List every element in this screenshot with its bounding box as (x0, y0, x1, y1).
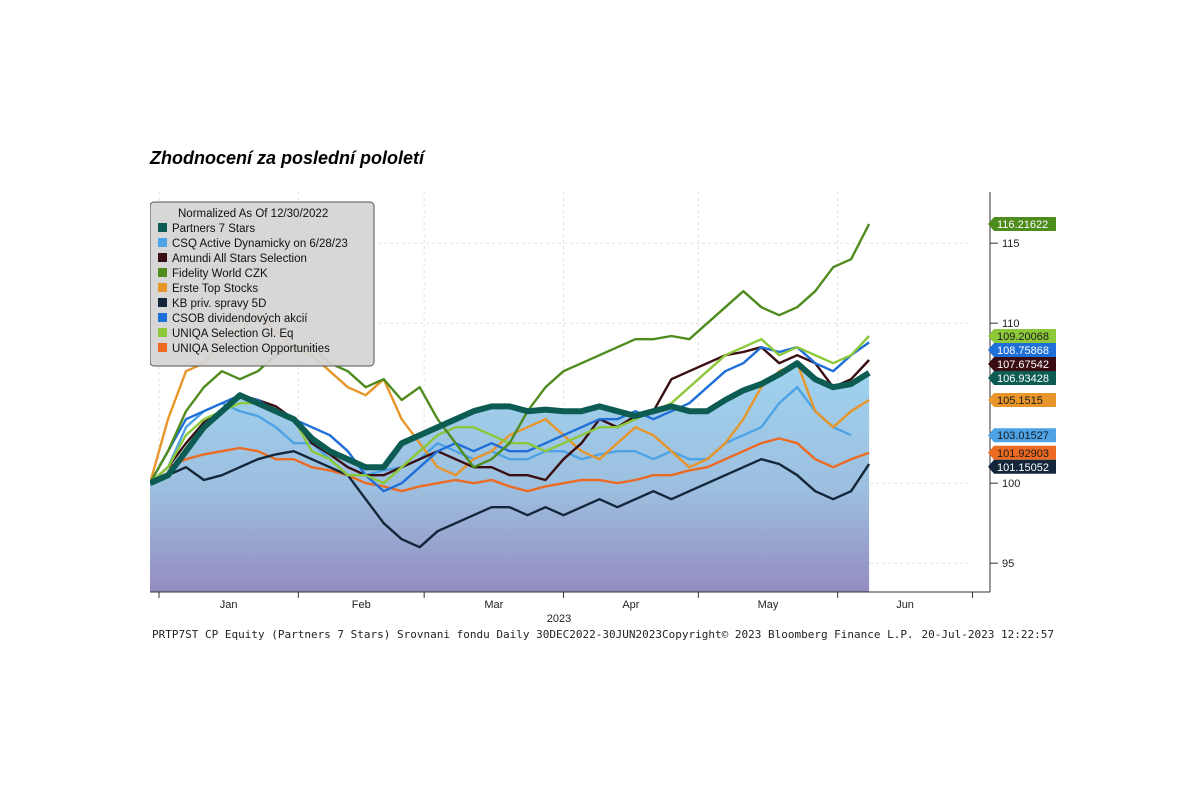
legend-entry: UNIQA Selection Opportunities (172, 343, 330, 355)
legend: Normalized As Of 12/30/2022 Partners 7 St… (150, 201, 375, 367)
footer-copyright: Copyright© 2023 Bloomberg Finance L.P. (662, 628, 914, 641)
end-value-labels: 116.21622 109.20068 108.75868 107.67542 106.… (988, 217, 1056, 474)
end-label-tag (988, 393, 1056, 407)
legend-swatch (158, 343, 167, 352)
legend-swatch (158, 313, 167, 322)
legend-entry: KB priv. spravy 5D (172, 298, 266, 310)
y-tick-label: 100 (1002, 478, 1020, 490)
end-label-value: 101.15052 (997, 462, 1049, 474)
legend-entry: UNIQA Selection Gl. Eq (172, 328, 293, 340)
y-tick-label: 110 (1002, 318, 1020, 330)
series-line-partners (150, 360, 871, 486)
x-tick-label: Apr (622, 599, 639, 611)
legend-entry: Erste Top Stocks (172, 283, 258, 295)
x-tick-label: Jan (220, 599, 238, 611)
page-caption: Zhodnocení za poslední pololetí (150, 148, 424, 168)
legend-entry: Amundi All Stars Selection (172, 253, 307, 265)
line-chart: 95 100 110 115 Jan Feb Mar Apr May Jun 2023 116.21… (150, 190, 1056, 642)
partners-area (150, 363, 870, 592)
y-tick-label: 115 (1002, 238, 1020, 250)
footer-timestamp: 20-Jul-2023 12:22:57 (922, 628, 1054, 641)
legend-swatch (158, 253, 167, 262)
x-tick-label: Mar (484, 599, 503, 611)
legend-entry: CSQ Active Dynamicky on 6/28/23 (172, 238, 348, 250)
end-label-tag (988, 343, 1056, 357)
end-label-tag (988, 357, 1056, 371)
legend-swatch (158, 238, 167, 247)
legend-swatch (158, 298, 167, 307)
legend-swatch (158, 283, 167, 292)
legend-box (150, 201, 375, 367)
legend-entry: Fidelity World CZK (172, 268, 268, 280)
end-label-tag (988, 459, 1056, 474)
axes: 95 100 110 115 Jan Feb Mar Apr May Jun 2023 (150, 192, 1020, 625)
end-label-tag (988, 371, 1056, 385)
end-label-value: 107.67542 (997, 359, 1049, 371)
legend-swatch (158, 328, 167, 337)
series-line-kb (150, 450, 871, 549)
end-label-value: 108.75868 (997, 345, 1049, 357)
legend-entry: Partners 7 Stars (172, 223, 255, 235)
series-line-csq (150, 386, 852, 485)
x-tick-label: Jun (896, 599, 914, 611)
end-label-value: 105.1515 (997, 395, 1043, 407)
x-tick-label: May (758, 599, 779, 611)
end-label-value: 116.21622 (997, 219, 1048, 231)
chart-container: 95 100 110 115 Jan Feb Mar Apr May Jun 2023 116.21… (150, 190, 1056, 642)
legend-swatch (158, 268, 167, 277)
legend-swatch (158, 223, 167, 232)
area-fill (150, 363, 870, 592)
end-label-value: 106.93428 (997, 373, 1049, 385)
end-label-tag (988, 217, 1056, 231)
legend-title: Normalized As Of 12/30/2022 (178, 208, 328, 220)
x-tick-label: Feb (352, 599, 371, 611)
end-label-tag (988, 329, 1056, 343)
footer-source: PRTP7ST CP Equity (Partners 7 Stars) Sro… (152, 628, 662, 641)
end-label-value: 103.01527 (997, 430, 1049, 442)
footer: PRTP7ST CP Equity (Partners 7 Stars) Sro… (152, 628, 1054, 641)
end-label-value: 101.92903 (997, 448, 1049, 460)
y-tick-label: 95 (1002, 558, 1014, 570)
series-line-amundi (150, 346, 870, 485)
end-label-value: 109.20068 (997, 331, 1049, 343)
legend-entry: CSOB dividendových akcií (172, 313, 308, 325)
x-year-label: 2023 (547, 613, 571, 625)
end-label-tag (988, 428, 1056, 443)
end-label-tag (988, 445, 1056, 460)
